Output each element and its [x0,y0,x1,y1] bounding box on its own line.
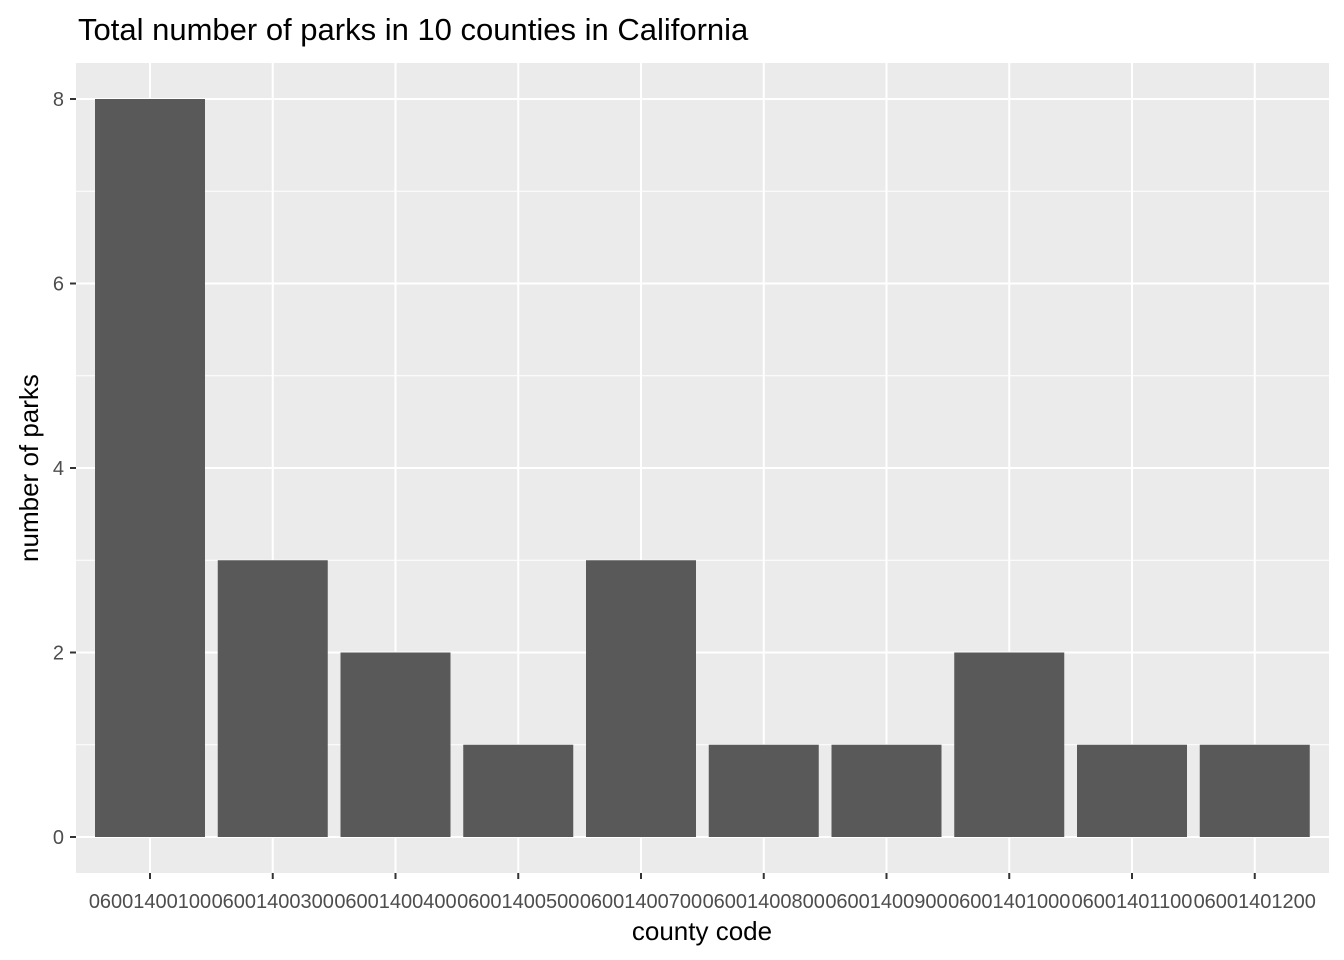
x-tick-label: 06001400500 [457,891,579,913]
bars [95,99,1310,837]
x-tick-label: 06001400400 [334,891,456,913]
x-axis-ticks: 06001400100 06001400300 06001400400 0600140… [89,873,1316,913]
y-tick-label: 2 [53,643,64,665]
x-axis-title: county code [632,916,772,946]
y-tick-label: 6 [53,274,64,296]
y-tick-label: 8 [53,89,64,111]
bar-06001400500 [463,744,574,837]
bar-06001401000 [954,652,1065,837]
bar-06001401100 [1077,744,1187,837]
bar-06001400700 [586,560,696,837]
y-axis-title: number of parks [14,374,44,562]
y-axis-ticks: 0 2 4 6 8 [53,89,76,849]
chart-title: Total number of parks in 10 counties in … [78,12,749,47]
bar-06001400400 [340,652,451,837]
bar-06001400900 [831,744,942,837]
x-tick-label: 06001400300 [212,891,334,913]
bar-06001401200 [1199,744,1310,837]
x-tick-label: 06001401100 [1072,891,1193,913]
x-tick-label: 06001401200 [1194,891,1316,913]
bar-06001400100 [95,99,205,837]
x-tick-label: 06001400100 [89,891,211,913]
y-tick-label: 4 [53,458,64,480]
y-tick-label: 0 [53,827,64,849]
x-tick-label: 06001400700 [580,891,702,913]
x-tick-label: 06001400800 [703,891,825,913]
x-tick-label: 06001400900 [825,891,947,913]
bar-06001400800 [708,744,819,837]
x-tick-label: 06001401000 [948,891,1070,913]
bar-06001400300 [217,560,328,837]
